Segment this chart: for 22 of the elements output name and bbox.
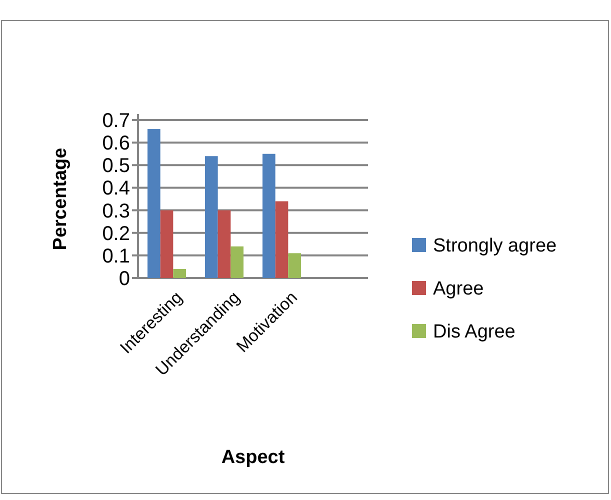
x-axis-title: Aspect (221, 447, 286, 468)
y-tick-label: 0.1 (102, 245, 130, 268)
bar (288, 253, 302, 278)
y-axis-title: Percentage (50, 148, 71, 250)
bar (204, 156, 218, 278)
bar (262, 154, 276, 278)
bar (275, 201, 288, 278)
bar (173, 268, 186, 278)
bar (218, 210, 231, 278)
y-tick-label: 0.7 (102, 110, 130, 132)
y-tick-label: 0.4 (102, 178, 130, 200)
y-tick-label: 0.5 (102, 155, 130, 178)
bar (147, 129, 160, 278)
y-tick-label: 0.6 (102, 132, 130, 155)
y-tick-label: 0.2 (102, 222, 130, 245)
legend-label: Agree (433, 278, 484, 300)
y-tick-label: 0 (118, 268, 130, 290)
y-tick-label: 0.3 (102, 200, 130, 222)
bar (230, 246, 244, 278)
legend-label: Dis Agree (433, 322, 516, 343)
bar (160, 210, 174, 278)
legend-label: Strongly agree (433, 236, 557, 257)
